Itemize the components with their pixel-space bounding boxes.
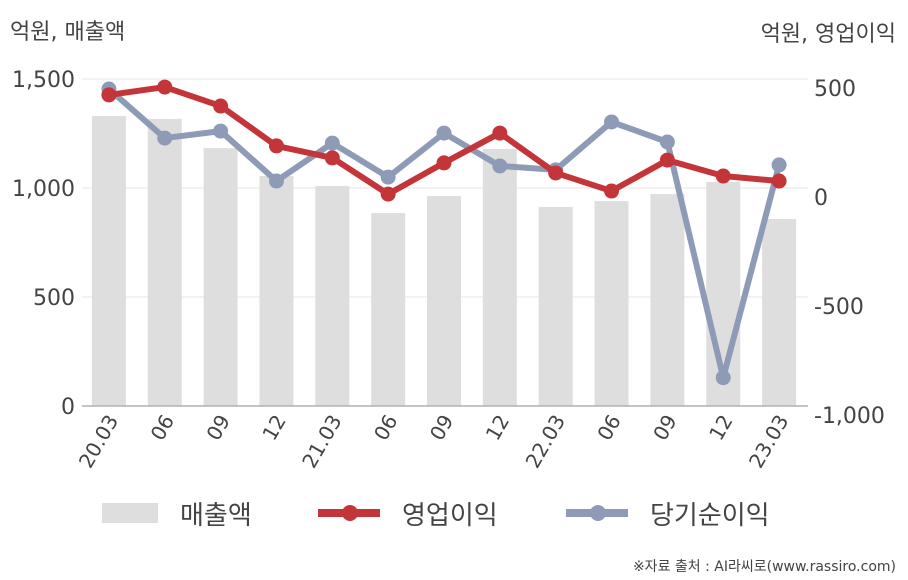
data-point-marker [213, 98, 229, 114]
right-y-axis-ticks: -1,000 -500 0 500 [814, 77, 885, 429]
bar-swatch-icon [102, 503, 158, 523]
svg-text:12: 12 [704, 411, 738, 445]
bar [203, 148, 238, 406]
data-point-marker [324, 150, 340, 166]
svg-text:20.03: 20.03 [74, 411, 123, 473]
data-point-marker [101, 87, 117, 103]
svg-text:06: 06 [592, 411, 626, 445]
data-point-marker [157, 79, 173, 95]
svg-text:09: 09 [201, 411, 235, 445]
data-point-marker [771, 157, 787, 173]
legend-item-operating-profit: 영업이익 [318, 490, 498, 536]
bar [594, 201, 629, 406]
bar [259, 176, 294, 406]
legend-label: 매출액 [180, 500, 252, 531]
data-point-marker [715, 168, 731, 184]
svg-text:09: 09 [425, 411, 459, 445]
bar [427, 196, 461, 406]
legend-item-net-income: 당기순이익 [566, 490, 770, 536]
data-point-marker [492, 158, 508, 174]
bar [147, 118, 182, 407]
svg-text:12: 12 [257, 411, 291, 445]
x-axis-tick-labels: 20.03 06 09 12 21.03 06 09 12 22.03 06 09 12 23.03 [74, 411, 794, 473]
data-point-marker [324, 135, 340, 151]
data-point-marker [157, 130, 173, 146]
bar [538, 206, 573, 406]
svg-text:0: 0 [61, 395, 75, 420]
bar [482, 148, 517, 406]
legend-item-revenue: 매출액 [102, 490, 252, 536]
chart-legend: 매출액 영업이익 당기순이익 [0, 490, 908, 540]
svg-text:0: 0 [814, 186, 828, 211]
svg-text:500: 500 [33, 286, 75, 311]
legend-label: 영업이익 [402, 500, 498, 531]
svg-text:-1,000: -1,000 [814, 404, 885, 429]
svg-text:500: 500 [814, 77, 856, 102]
data-point-marker [380, 186, 396, 202]
bar [762, 218, 797, 406]
data-point-marker [659, 134, 675, 150]
svg-text:09: 09 [648, 411, 682, 445]
data-point-marker [436, 155, 452, 171]
data-point-marker [380, 169, 396, 185]
data-point-marker [771, 173, 787, 189]
svg-text:06: 06 [146, 411, 180, 445]
bar [91, 116, 126, 406]
data-point-marker [548, 165, 564, 181]
bluegray-line-marker-icon [566, 505, 628, 521]
data-point-marker [604, 183, 620, 199]
bar-series-revenue [91, 116, 797, 407]
data-point-marker [492, 125, 508, 141]
data-point-marker [268, 173, 284, 189]
svg-text:1,500: 1,500 [12, 68, 75, 93]
svg-text:1,000: 1,000 [12, 177, 75, 202]
svg-text:06: 06 [369, 411, 403, 445]
data-point-marker [659, 152, 675, 168]
left-axis-unit-label: 억원, 매출액 [10, 20, 126, 45]
red-line-marker-icon [318, 505, 380, 521]
svg-text:23.03: 23.03 [744, 411, 793, 473]
bar [371, 213, 406, 406]
left-y-axis-ticks: 0 500 1,000 1,500 [12, 68, 75, 420]
svg-text:-500: -500 [814, 295, 864, 320]
data-point-marker [268, 138, 284, 154]
data-point-marker [604, 114, 620, 130]
data-point-marker [715, 370, 731, 386]
svg-text:22.03: 22.03 [521, 411, 570, 473]
combo-chart: 0 500 1,000 1,500 -1,000 -500 0 500 20.03 06 09 1… [12, 68, 885, 473]
right-axis-unit-label: 억원, 영업이익 [760, 22, 896, 47]
data-source-note: ※자료 출처 : AI라씨로(www.rassiro.com) [632, 559, 896, 575]
data-point-marker [436, 125, 452, 141]
bar [315, 186, 350, 406]
svg-text:21.03: 21.03 [297, 411, 346, 473]
data-point-marker [213, 123, 229, 139]
legend-label: 당기순이익 [650, 500, 770, 531]
line-series [101, 79, 787, 386]
bar [650, 194, 685, 406]
svg-text:12: 12 [481, 411, 515, 445]
